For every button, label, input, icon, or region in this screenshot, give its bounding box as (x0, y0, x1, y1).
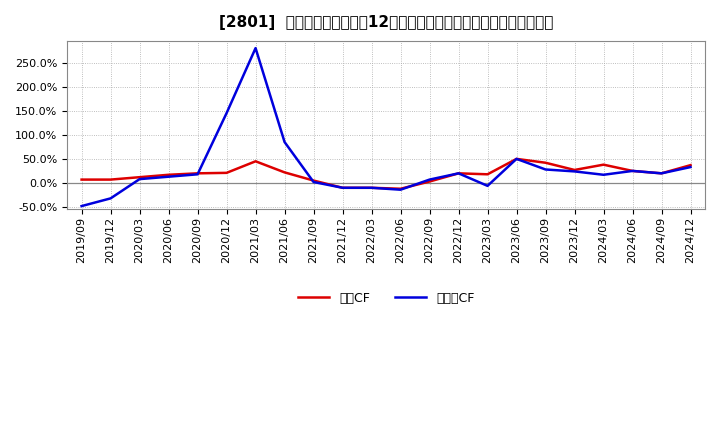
フリーCF (628, 168, 636, 173)
フリーCF (454, 171, 463, 176)
営業CF (367, 185, 376, 191)
営業CF (483, 172, 492, 177)
フリーCF (193, 172, 202, 177)
フリーCF (686, 165, 695, 170)
フリーCF (222, 110, 231, 116)
営業CF (251, 159, 260, 164)
フリーCF (512, 156, 521, 161)
営業CF (454, 171, 463, 176)
フリーCF (426, 177, 434, 182)
フリーCF (657, 171, 666, 176)
営業CF (570, 167, 579, 172)
営業CF (309, 178, 318, 183)
営業CF (135, 175, 144, 180)
営業CF (686, 162, 695, 168)
フリーCF (77, 203, 86, 209)
営業CF (628, 168, 636, 173)
フリーCF (599, 172, 608, 177)
フリーCF (541, 167, 550, 172)
Line: フリーCF: フリーCF (81, 48, 690, 206)
営業CF (77, 177, 86, 182)
営業CF (280, 170, 289, 175)
営業CF (107, 177, 115, 182)
フリーCF (338, 185, 347, 191)
フリーCF (483, 183, 492, 188)
フリーCF (107, 196, 115, 201)
フリーCF (164, 174, 173, 180)
Title: [2801]  キャッシュフローの12か月移動合計の対前年同期増減率の推移: [2801] キャッシュフローの12か月移動合計の対前年同期増減率の推移 (219, 15, 553, 30)
Line: 営業CF: 営業CF (81, 159, 690, 189)
フリーCF (251, 45, 260, 51)
フリーCF (367, 185, 376, 191)
フリーCF (280, 139, 289, 145)
Legend: 営業CF, フリーCF: 営業CF, フリーCF (292, 286, 480, 309)
フリーCF (309, 180, 318, 185)
フリーCF (570, 169, 579, 174)
営業CF (599, 162, 608, 167)
営業CF (338, 185, 347, 191)
営業CF (541, 160, 550, 165)
営業CF (193, 171, 202, 176)
営業CF (657, 171, 666, 176)
営業CF (512, 156, 521, 161)
営業CF (164, 172, 173, 177)
フリーCF (135, 176, 144, 182)
営業CF (396, 186, 405, 191)
営業CF (222, 170, 231, 176)
フリーCF (396, 187, 405, 192)
営業CF (426, 179, 434, 184)
